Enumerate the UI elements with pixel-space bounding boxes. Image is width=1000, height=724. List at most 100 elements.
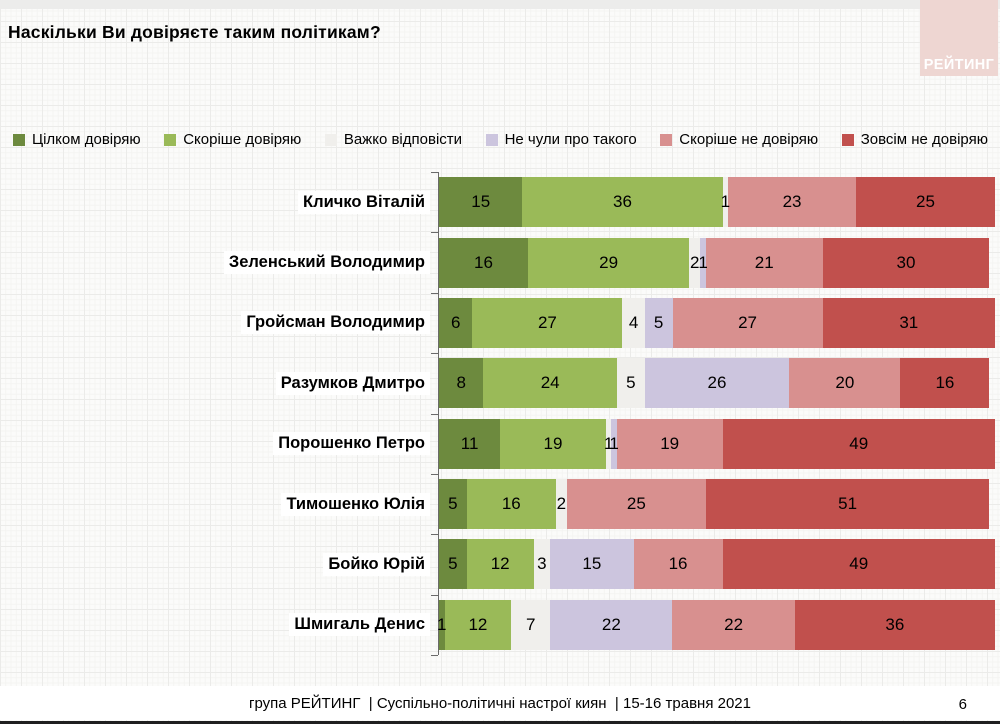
category-label-text: Порошенко Петро: [273, 432, 430, 456]
segment-value: 16: [935, 373, 955, 393]
legend-label: Важко відповісти: [343, 131, 463, 148]
legend-item-2: Важко відповісти: [324, 131, 463, 148]
bar-segment: 1: [604, 418, 613, 469]
bar-segment: 12: [444, 599, 512, 650]
chart-row: Бойко Юрій 5 12 3 15 16 49: [0, 534, 995, 594]
chart-row: Разумков Дмитро 8 24 5 26 20 16: [0, 353, 995, 413]
segment-value: 3: [537, 554, 547, 574]
segment-value: 20: [835, 373, 855, 393]
bar-segment: 36: [794, 599, 995, 650]
segment-value: 2: [690, 252, 700, 272]
footer: група РЕЙТИНГ | Суспільно-політичні наст…: [0, 686, 1000, 720]
bar-segment: 11: [439, 418, 501, 469]
bar-segment: 22: [672, 599, 795, 650]
bar-segment: 15: [550, 539, 634, 590]
segment-value: 30: [896, 252, 916, 272]
segment-value: 16: [474, 252, 493, 272]
stacked-bar: 5 12 3 15 16 49: [439, 539, 995, 590]
chart-row: Зеленський Володимир 16 29 2 1 21 30: [0, 232, 995, 292]
segment-value: 25: [626, 494, 646, 514]
bar-segment: 36: [522, 177, 723, 228]
trust-chart: Кличко Віталій 15 36 1 23 25 Зеленський Володи…: [0, 172, 995, 656]
segment-value: 49: [849, 433, 869, 453]
bar-segment: 25: [855, 177, 995, 228]
legend-label: Скоріше довіряю: [183, 131, 302, 148]
legend-label: Не чули про такого: [504, 131, 637, 148]
bar-segment: 1: [721, 177, 730, 228]
stacked-bar: 15 36 1 23 25: [439, 177, 995, 228]
segment-value: 36: [885, 614, 905, 634]
bar-segment: 25: [566, 479, 706, 530]
bar-segment: 19: [500, 418, 606, 469]
segment-value: 15: [582, 554, 602, 574]
stacked-bar: 1 12 7 22 22 36: [437, 599, 995, 650]
segment-value: 5: [653, 312, 664, 332]
segment-value: 19: [660, 433, 680, 453]
bar-segment: 23: [728, 177, 856, 228]
category-label: Разумков Дмитро: [0, 371, 439, 395]
chart-row: Гройсман Володимир 6 27 4 5 27 31: [0, 293, 995, 353]
axis-tick: [431, 534, 438, 536]
axis-tick: [431, 292, 438, 294]
category-label-text: Гройсман Володимир: [241, 311, 430, 335]
bar-segment: 3: [533, 539, 551, 590]
segment-value: 5: [448, 554, 458, 574]
bar-segment: 29: [527, 237, 690, 288]
bar-segment: 2: [555, 479, 567, 530]
legend-swatch-icon: [660, 133, 673, 146]
stacked-bar: 6 27 4 5 27 31: [439, 297, 995, 348]
top-strip: [0, 0, 1000, 9]
bar-segment: 51: [705, 479, 990, 530]
legend-item-3: Не чули про такого: [485, 131, 637, 148]
segment-value: 24: [540, 373, 560, 393]
category-label-text: Шмигаль Денис: [289, 613, 430, 637]
segment-value: 31: [899, 312, 919, 332]
segment-value: 25: [916, 192, 935, 212]
segment-value: 22: [601, 614, 621, 634]
bar-segment: 24: [483, 358, 617, 409]
axis-tick: [431, 594, 438, 596]
segment-value: 27: [738, 312, 758, 332]
bar-segment: 12: [466, 539, 534, 590]
chart-row: Тимошенко Юлія 5 16 2 25 51: [0, 474, 995, 534]
axis-tick: [431, 172, 438, 173]
rating-logo: РЕЙТИНГ: [920, 0, 998, 76]
category-label: Гройсман Володимир: [0, 311, 439, 335]
bar-segment: 15: [439, 177, 523, 228]
bar-segment: 5: [616, 358, 645, 409]
segment-value: 5: [626, 373, 636, 393]
segment-value: 5: [448, 494, 458, 514]
segment-value: 1: [437, 614, 447, 634]
category-label: Порошенко Петро: [0, 432, 439, 456]
category-label: Зеленський Володимир: [0, 251, 439, 275]
segment-value: 27: [537, 312, 557, 332]
segment-value: 29: [599, 252, 619, 272]
category-label-text: Бойко Юрій: [323, 552, 430, 576]
chart-row: Порошенко Петро 11 19 1 1 19 49: [0, 414, 995, 474]
segment-value: 2: [556, 494, 567, 514]
page-title: Наскільки Ви довіряєте таким політикам?: [8, 22, 381, 42]
bar-segment: 16: [439, 237, 528, 288]
rating-logo-text: РЕЙТИНГ: [923, 57, 995, 73]
legend-swatch-icon: [485, 133, 498, 146]
chart-row: Шмигаль Денис 1 12 7 22 22 36: [0, 595, 995, 655]
segment-value: 19: [543, 433, 563, 453]
segment-value: 4: [628, 312, 639, 332]
chart-row: Кличко Віталій 15 36 1 23 25: [0, 172, 995, 232]
category-label-text: Тимошенко Юлія: [281, 492, 430, 516]
segment-value: 51: [838, 494, 858, 514]
legend-item-1: Скоріше довіряю: [164, 131, 301, 148]
bar-segment: 22: [550, 599, 673, 650]
stacked-bar: 5 16 2 25 51: [439, 479, 995, 530]
bar-segment: 8: [439, 358, 484, 409]
axis-tick: [431, 353, 438, 355]
bar-segment: 5: [439, 479, 467, 530]
bar-segment: 1: [609, 418, 619, 469]
bottom-divider: [0, 721, 1000, 724]
segment-value: 11: [460, 433, 479, 453]
legend-item-4: Скоріше не довіряю: [660, 131, 818, 148]
bar-segment: 6: [439, 297, 473, 348]
bar-segment: 27: [472, 297, 623, 348]
axis-tick: [431, 655, 438, 656]
